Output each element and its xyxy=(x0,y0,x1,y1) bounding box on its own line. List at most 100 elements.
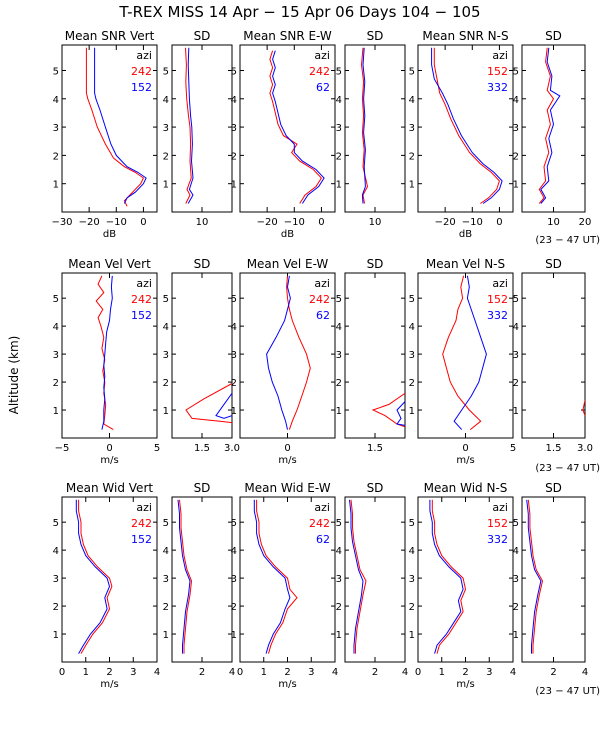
panel-title: Mean Wid Vert xyxy=(66,481,153,495)
panel-title: SD xyxy=(367,481,384,495)
x-tick-label: 3.0 xyxy=(224,443,240,454)
legend-entry-62: 62 xyxy=(316,533,330,546)
y-tick-label: 4 xyxy=(513,95,519,106)
x-tick-label: 4 xyxy=(582,667,588,678)
legend-entry-242: 242 xyxy=(309,293,330,306)
panel-wid-ew-sd: SD 1 2 3 4 5 2 4 xyxy=(336,481,409,678)
plot-frame xyxy=(344,44,406,213)
panel-title: SD xyxy=(194,29,211,43)
x-tick-label: 4 xyxy=(510,667,516,678)
y-tick-label: 3 xyxy=(231,350,237,361)
y-tick-label: 4 xyxy=(409,546,415,557)
x-tick-label: 1 xyxy=(439,667,445,678)
x-tick-label: 1 xyxy=(83,667,89,678)
panel-snr-ew: Mean SNR E-W 1 2 3 4 5 −20 −10 0 dB azi 242 62 xyxy=(231,29,336,240)
series-line-332 xyxy=(540,47,561,204)
y-tick-label: 4 xyxy=(336,546,342,557)
x-tick-label: 3 xyxy=(486,667,492,678)
y-tick-label: 1 xyxy=(336,180,342,191)
panel-title: Mean Vel Vert xyxy=(68,257,151,271)
series-line-242 xyxy=(360,47,369,204)
x-tick-label: 0 xyxy=(462,443,468,454)
legend-entry-152: 152 xyxy=(487,65,508,78)
y-tick-label: 1 xyxy=(231,406,237,417)
x-tick-label: −5 xyxy=(55,443,70,454)
x-tick-label: 0 xyxy=(318,217,324,228)
y-tick-label: 2 xyxy=(336,151,342,162)
x-tick-label: −30 xyxy=(51,217,72,228)
panel-title: SD xyxy=(194,481,211,495)
y-tick-label: 2 xyxy=(513,602,519,613)
y-tick-label: 4 xyxy=(53,322,59,333)
series-line-242 xyxy=(371,392,405,428)
y-tick-label: 2 xyxy=(513,151,519,162)
y-tick-label: 2 xyxy=(231,602,237,613)
y-tick-label: 5 xyxy=(409,518,415,529)
y-tick-label: 1 xyxy=(163,630,169,641)
y-tick-label: 4 xyxy=(53,546,59,557)
y-tick-label: 4 xyxy=(513,546,519,557)
series-line-152 xyxy=(442,275,482,430)
x-axis-label: m/s xyxy=(456,679,474,690)
y-tick-label: 2 xyxy=(163,151,169,162)
panel-snr-vert-sd: SD 1 2 3 4 5 10 xyxy=(163,29,233,228)
series-line-152 xyxy=(101,275,113,430)
y-tick-label: 5 xyxy=(513,66,519,77)
y-tick-label: 5 xyxy=(163,294,169,305)
panel-snr-ns-sd: SD 1 2 3 4 5 10 20 xyxy=(513,29,592,228)
y-tick-label: 5 xyxy=(53,518,59,529)
legend-title: azi xyxy=(492,49,508,62)
y-tick-label: 5 xyxy=(231,518,237,529)
panel-snr-ns: Mean SNR N-S 1 2 3 4 5 −20 −10 0 dB azi 152 332 xyxy=(409,29,514,240)
series-line-152 xyxy=(582,400,585,416)
series-line-242 xyxy=(185,383,232,424)
legend-entry-332: 332 xyxy=(487,533,508,546)
y-tick-label: 3 xyxy=(231,574,237,585)
y-tick-label: 3 xyxy=(163,350,169,361)
x-axis-label: m/s xyxy=(100,679,118,690)
x-tick-label: 1.5 xyxy=(546,443,562,454)
series-line-332 xyxy=(453,275,487,430)
x-tick-label: −10 xyxy=(106,217,127,228)
y-tick-label: 4 xyxy=(163,546,169,557)
x-tick-label: 5 xyxy=(510,443,516,454)
panel-title: Mean SNR N-S xyxy=(422,29,508,43)
y-tick-label: 1 xyxy=(53,630,59,641)
y-tick-label: 2 xyxy=(231,378,237,389)
legend-entry-242: 242 xyxy=(309,517,330,530)
y-tick-label: 5 xyxy=(336,294,342,305)
y-tick-label: 3 xyxy=(163,123,169,134)
panel-vel-ew: Mean Vel E-W 1 2 3 4 5 0m/s azi 242 62 xyxy=(231,257,336,466)
x-tick-label: 4 xyxy=(332,667,338,678)
panel-title: SD xyxy=(367,257,384,271)
x-tick-label: 0 xyxy=(106,443,112,454)
series-line-152 xyxy=(538,47,555,204)
legend-title: azi xyxy=(492,277,508,290)
x-tick-label: 2 xyxy=(106,667,112,678)
legend-entry-152: 152 xyxy=(131,81,152,94)
x-axis-label: m/s xyxy=(456,455,474,466)
y-tick-label: 1 xyxy=(513,406,519,417)
y-tick-label: 1 xyxy=(513,180,519,191)
panel-title: Mean Wid N-S xyxy=(424,481,508,495)
series-line-152 xyxy=(431,499,467,654)
y-tick-label: 5 xyxy=(53,66,59,77)
x-axis-label: m/s xyxy=(278,679,296,690)
legend-entry-332: 332 xyxy=(487,309,508,322)
x-tick-label: 20 xyxy=(579,217,592,228)
x-axis-label: dB xyxy=(281,229,294,240)
series-line-332 xyxy=(526,499,542,654)
x-axis-label: m/s xyxy=(278,455,296,466)
series-line-242 xyxy=(179,499,193,654)
x-tick-label: 2 xyxy=(199,667,205,678)
y-tick-label: 2 xyxy=(53,602,59,613)
y-tick-label: 4 xyxy=(53,95,59,106)
panel-title: SD xyxy=(545,481,562,495)
y-tick-label: 5 xyxy=(231,294,237,305)
series-line-242 xyxy=(256,499,298,654)
y-tick-label: 3 xyxy=(336,350,342,361)
series-line-62 xyxy=(349,499,364,654)
panel-title: SD xyxy=(545,29,562,43)
plot-frame xyxy=(417,44,514,213)
